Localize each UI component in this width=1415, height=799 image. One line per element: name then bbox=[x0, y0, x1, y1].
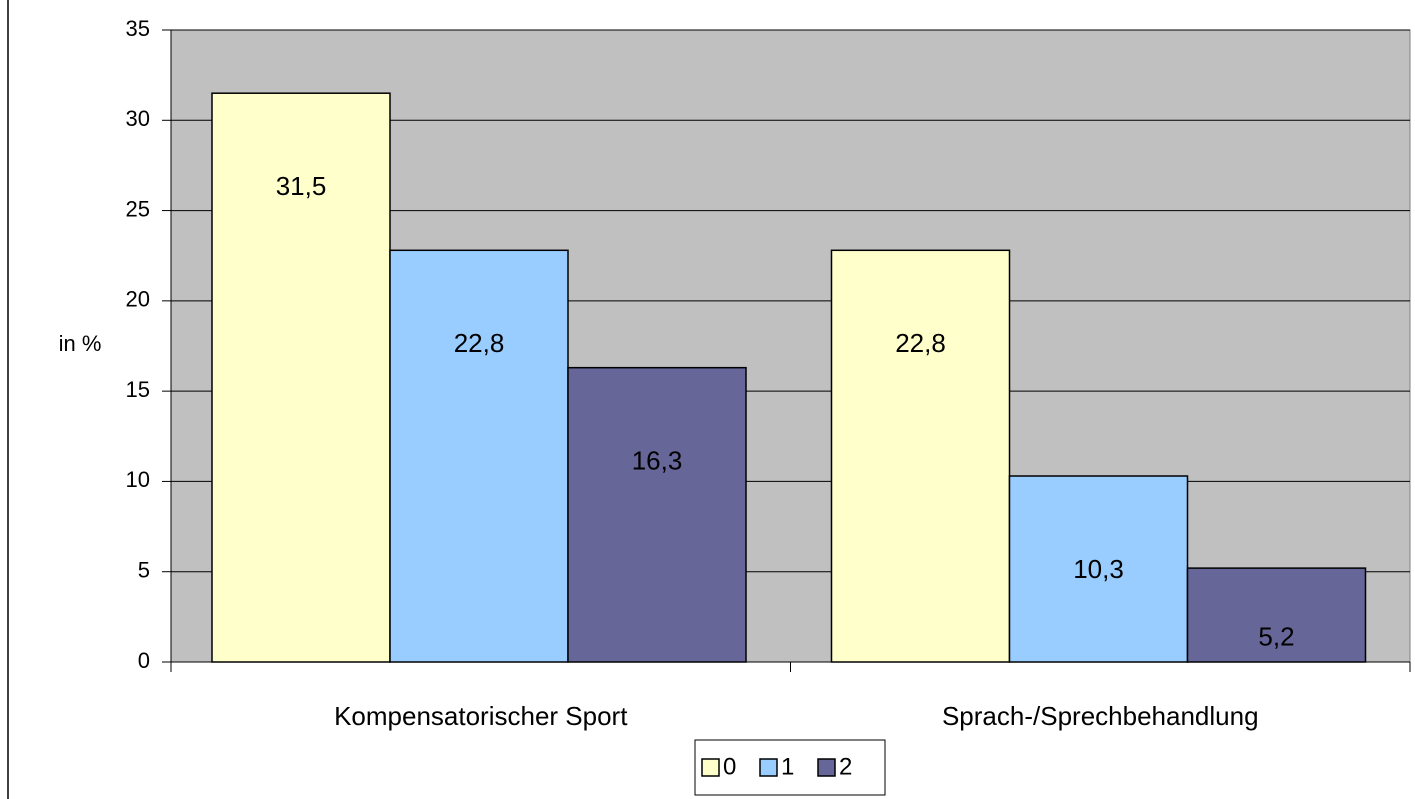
bar bbox=[567, 366, 747, 663]
y-tick-label: 15 bbox=[126, 377, 150, 402]
data-label: 10,3 bbox=[1073, 554, 1124, 584]
data-label: 16,3 bbox=[632, 446, 683, 476]
legend-swatch bbox=[701, 758, 720, 777]
y-axis-label: in % bbox=[59, 331, 102, 356]
legend-swatch bbox=[817, 758, 836, 777]
y-tick-label: 25 bbox=[126, 196, 150, 221]
y-tick-label: 20 bbox=[126, 287, 150, 312]
bar bbox=[389, 249, 569, 663]
y-tick-label: 10 bbox=[126, 467, 150, 492]
y-tick-label: 5 bbox=[138, 558, 150, 583]
data-label: 22,8 bbox=[895, 328, 946, 358]
bar bbox=[1008, 475, 1189, 663]
y-tick-label: 0 bbox=[138, 648, 150, 673]
y-tick-label: 30 bbox=[126, 106, 150, 131]
y-tick-label: 35 bbox=[126, 16, 150, 41]
data-label: 5,2 bbox=[1258, 621, 1294, 651]
bar bbox=[1186, 567, 1367, 663]
legend-swatch bbox=[759, 758, 778, 777]
bar bbox=[830, 249, 1011, 663]
x-tick-label: Sprach-/Sprechbehandlung bbox=[942, 701, 1259, 731]
legend-label: 1 bbox=[781, 753, 794, 780]
data-label: 31,5 bbox=[276, 171, 327, 201]
legend-label: 2 bbox=[839, 753, 852, 780]
legend-box bbox=[694, 739, 886, 796]
x-tick-label: Kompensatorischer Sport bbox=[334, 701, 628, 731]
legend-label: 0 bbox=[723, 753, 736, 780]
data-label: 22,8 bbox=[454, 328, 505, 358]
